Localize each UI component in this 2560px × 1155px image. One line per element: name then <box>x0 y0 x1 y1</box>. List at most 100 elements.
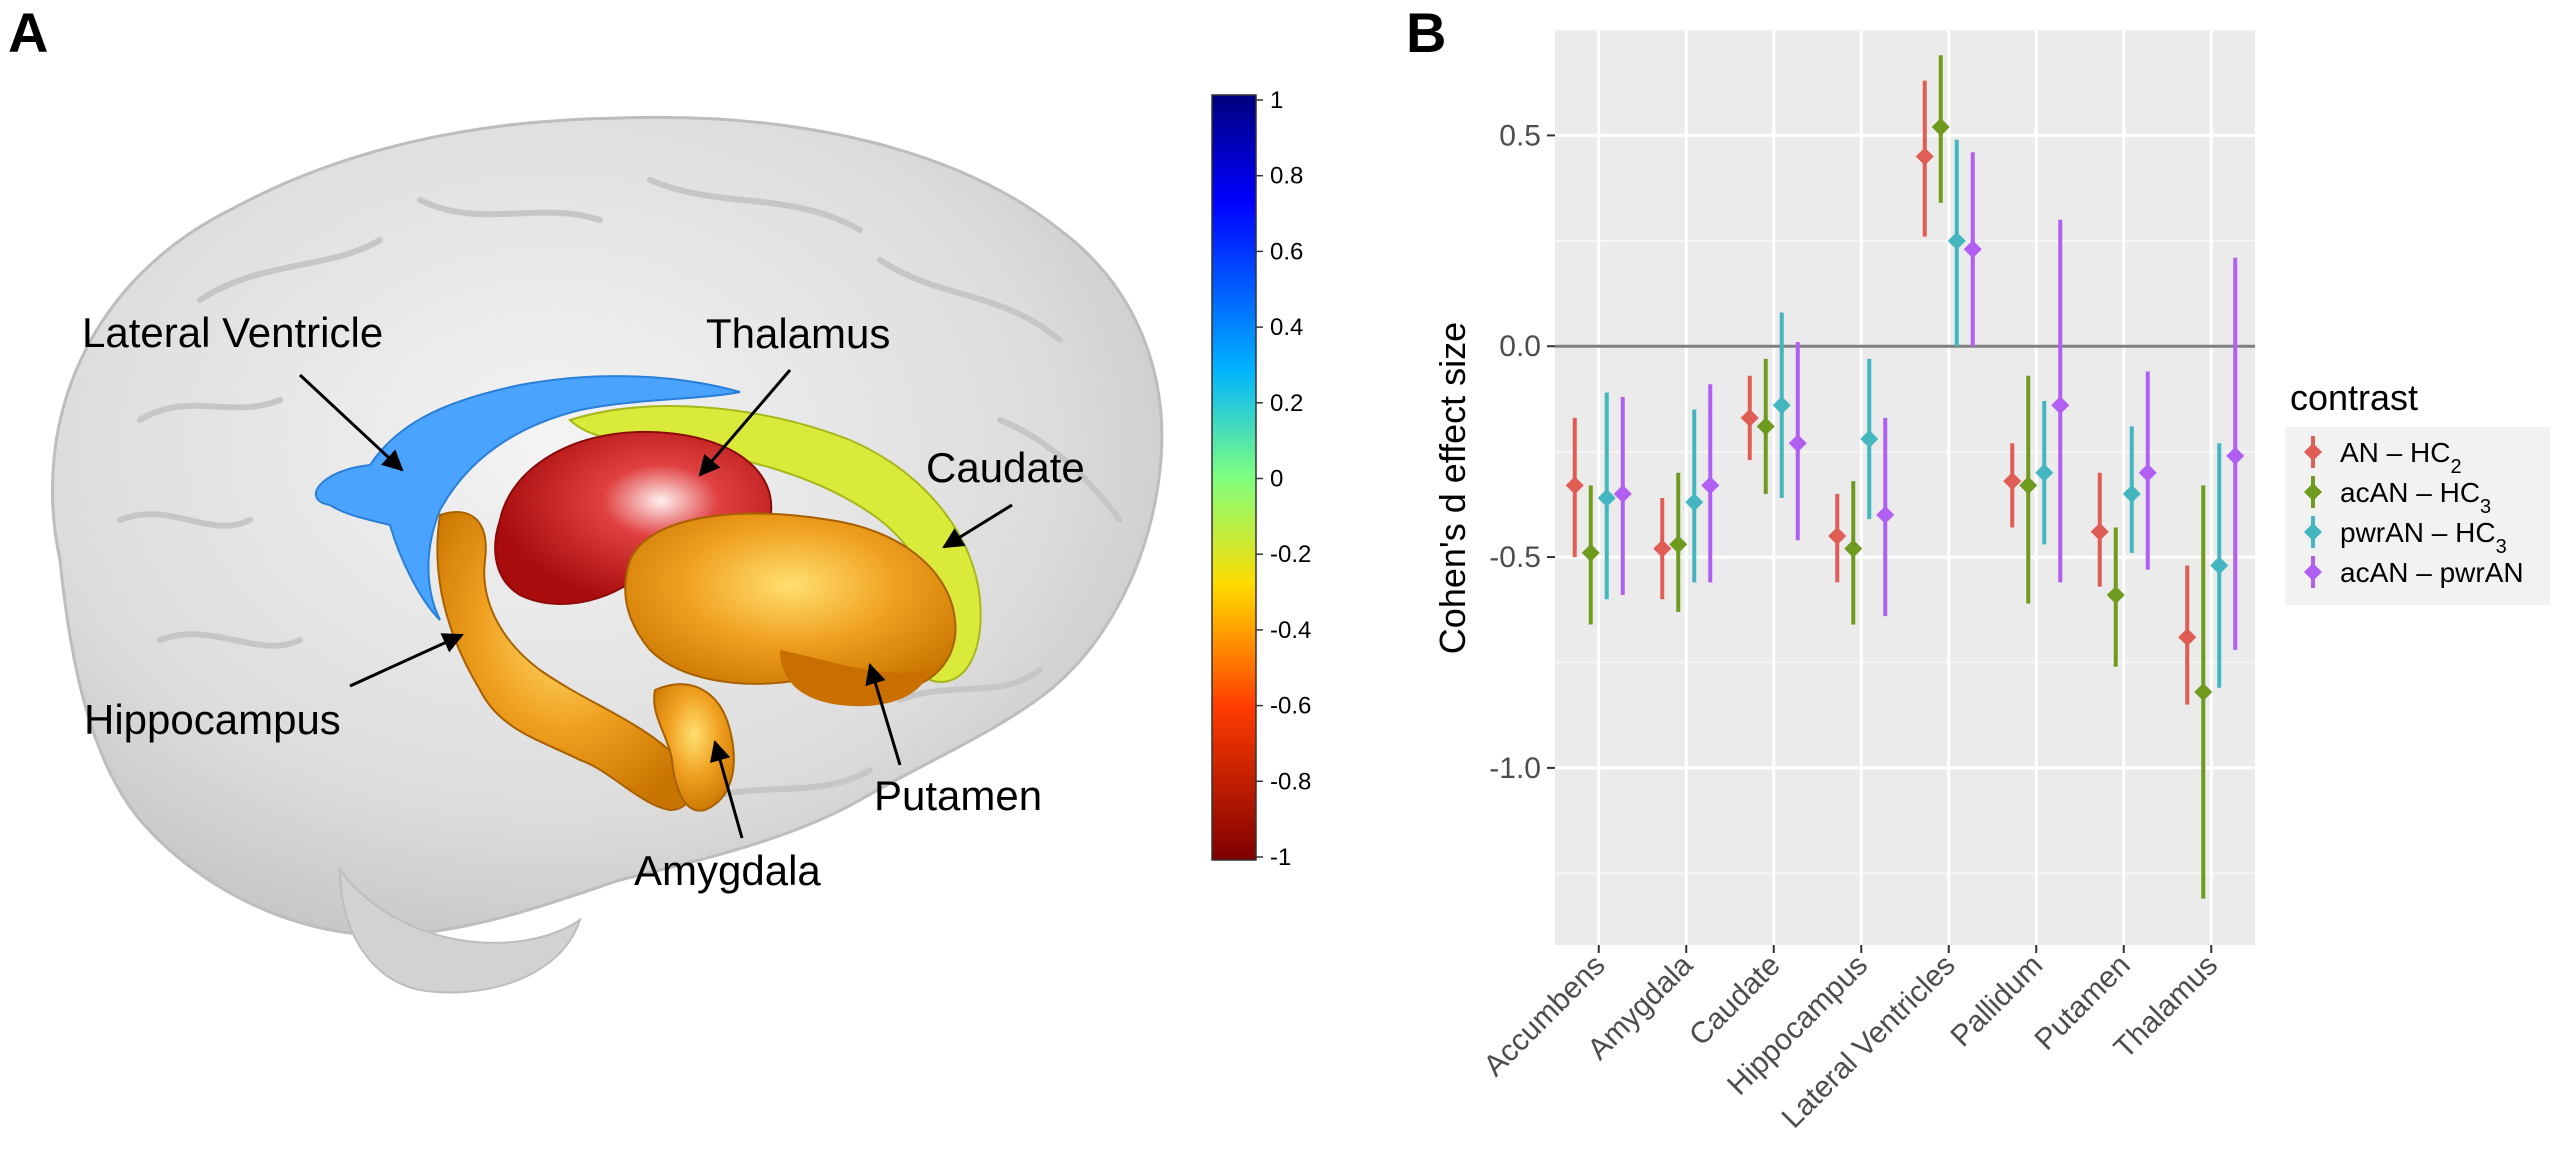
legend-label-group: pwrAN – HC <box>2340 517 2496 548</box>
colorbar-tick-label: 0.6 <box>1270 238 1303 265</box>
legend-item: acAN – HC3 <box>2304 476 2491 518</box>
legend-key-point <box>2304 483 2322 501</box>
data-point <box>1844 539 1863 558</box>
data-point <box>2122 484 2141 503</box>
data-point <box>1597 489 1616 508</box>
data-point <box>1701 476 1720 495</box>
data-point <box>1876 505 1895 524</box>
legend-title: contrast <box>2290 377 2418 418</box>
legend-label: acAN – pwrAN <box>2340 557 2524 588</box>
data-point <box>2138 463 2157 482</box>
data-point <box>1581 543 1600 562</box>
data-point <box>1756 417 1775 436</box>
amygdala-structure <box>653 683 735 812</box>
x-axis-ticks: AccumbensAmygdalaCaudateHippocampusLater… <box>1478 945 2224 1135</box>
label-hippocampus: Hippocampus <box>84 696 341 743</box>
legend-label-group: AN – HC <box>2340 437 2450 468</box>
colorbar-tick-label: -0.8 <box>1270 768 1311 795</box>
effect-size-chart: B 0.5 0.0 -0.5 -1.0 AccumbensAmygdalaCaudat… <box>1406 1 2550 1135</box>
legend-label-subscript: 2 <box>2450 456 2461 478</box>
x-tick-label: Accumbens <box>1478 949 1612 1083</box>
legend-item: acAN – pwrAN <box>2304 556 2524 588</box>
colorbar-tick-label: 0 <box>1270 466 1283 493</box>
data-point <box>1565 476 1584 495</box>
legend-label-group: acAN – pwrAN <box>2340 557 2524 588</box>
series-3 <box>1613 152 2245 650</box>
data-point <box>1653 539 1672 558</box>
arrow-lateral-ventricle <box>298 373 404 472</box>
colorbar-tick-label: 1 <box>1270 87 1283 114</box>
legend-label: acAN – HC3 <box>2340 477 2491 518</box>
data-point <box>1788 434 1807 453</box>
label-amygdala: Amygdala <box>634 847 821 894</box>
legend-label-group: acAN – HC <box>2340 477 2480 508</box>
legend-key-point <box>2304 563 2322 581</box>
legend-label: pwrAN – HC3 <box>2340 517 2507 558</box>
data-point <box>1772 396 1791 415</box>
legend-label: AN – HC2 <box>2340 437 2462 478</box>
data-point <box>2106 586 2125 605</box>
colorbar-tick-label: -0.6 <box>1270 693 1311 720</box>
arrow-amygdala <box>710 739 744 839</box>
colorbar-tick-label: -1 <box>1270 844 1291 871</box>
label-putamen: Putamen <box>874 772 1042 819</box>
panel-b: B 0.5 0.0 -0.5 -1.0 Accumbens Amygdala Caudat… <box>1400 0 2560 1150</box>
colorbar-tick-label: 0.8 <box>1270 163 1303 190</box>
colorbar-tick-label: -0.2 <box>1270 541 1311 568</box>
data-point <box>2019 476 2038 495</box>
y-tick-label: -0.5 <box>1489 541 1541 574</box>
data-point <box>2226 446 2245 465</box>
plot-background <box>1555 30 2255 945</box>
series-1 <box>1581 55 2213 899</box>
colorbar-tick-label: -0.4 <box>1270 617 1311 644</box>
legend-label-subscript: 3 <box>2480 496 2491 518</box>
data-point <box>2090 522 2109 541</box>
colorbar-gradient <box>1211 94 1257 861</box>
y-axis-title: Cohen's d effect size <box>1432 322 1473 654</box>
lateral-ventricle-structure <box>315 375 741 621</box>
data-point <box>2194 683 2213 702</box>
y-tick-label: 0.0 <box>1499 330 1541 363</box>
data-point <box>2035 463 2054 482</box>
label-lateral-ventricle: Lateral Ventricle <box>82 309 383 356</box>
legend-key-point <box>2304 443 2322 461</box>
data-point <box>1860 430 1879 449</box>
series-2 <box>1597 139 2229 688</box>
arrow-hippocampus <box>349 633 464 688</box>
legend-background <box>2285 427 2550 605</box>
data-point <box>1828 526 1847 545</box>
colorbar: 1 0.8 0.6 0.4 0.2 0 -0.2 -0.4 -0.6 -0.8 -1 <box>1211 87 1311 871</box>
data-point <box>2051 396 2070 415</box>
arrow-caudate <box>942 503 1013 549</box>
panel-a-figure: A Lateral Ventricle Thalamus Caudate Hip… <box>8 1 1311 994</box>
data-point <box>2210 556 2229 575</box>
colorbar-ticks: 1 0.8 0.6 0.4 0.2 0 -0.2 -0.4 -0.6 -0.8 -1 <box>1256 87 1311 871</box>
label-thalamus: Thalamus <box>706 310 890 357</box>
colorbar-tick-label: 0.4 <box>1270 314 1303 341</box>
grid-lines <box>1555 29 2255 945</box>
panel-a: A Lateral Ventricle Thalamus Caudate Hip… <box>8 1 1311 994</box>
data-point <box>1915 147 1934 166</box>
data-point <box>2003 472 2022 491</box>
legend-item: AN – HC2 <box>2304 436 2462 478</box>
data-point <box>1685 493 1704 512</box>
y-tick-label: 0.5 <box>1499 119 1541 152</box>
series-layer <box>1565 55 2245 899</box>
data-point <box>1963 240 1982 259</box>
panel-a-letter: A <box>8 1 48 64</box>
data-point <box>1740 408 1759 427</box>
legend-key-point <box>2304 523 2322 541</box>
series-0 <box>1565 80 2197 705</box>
data-point <box>1947 231 1966 250</box>
legend-label-subscript: 3 <box>2496 536 2507 558</box>
arrow-putamen <box>865 662 902 766</box>
y-axis-ticks: 0.5 0.0 -0.5 -1.0 <box>1489 119 1555 785</box>
panel-b-letter: B <box>1406 1 1446 64</box>
data-point <box>2178 628 2197 647</box>
legend-item: pwrAN – HC3 <box>2304 516 2507 558</box>
data-point <box>1669 535 1688 554</box>
y-tick-label: -1.0 <box>1489 752 1541 785</box>
arrow-thalamus <box>698 369 792 477</box>
